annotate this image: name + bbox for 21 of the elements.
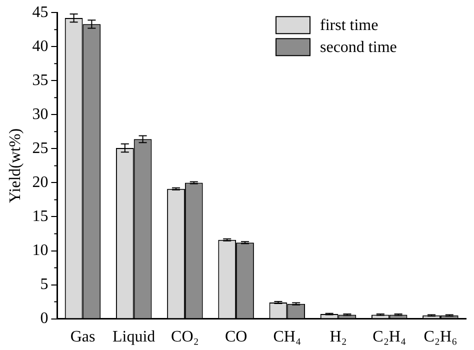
y-tick-label: 35: [32, 72, 48, 89]
y-tick-label: 15: [32, 208, 48, 225]
y-tick-label: 10: [32, 242, 48, 259]
x-tick-label: CH₄: [273, 328, 302, 346]
x-tick-label: CO: [224, 328, 248, 346]
legend-label: first time: [320, 16, 378, 34]
x-tick-label: Liquid: [112, 328, 156, 346]
y-tick-label: 30: [32, 106, 48, 123]
y-tick-label: 45: [32, 4, 48, 21]
y-axis-title: Yield(wt%): [6, 128, 24, 204]
y-tick-label: 20: [32, 174, 48, 191]
x-tick-label: C₂H₆: [424, 328, 458, 346]
x-tick-label: Gas: [70, 328, 96, 346]
x-tick-label: CO₂: [171, 328, 199, 346]
x-tick-label: H₂: [330, 328, 347, 346]
x-tick-label: C₂H₄: [372, 328, 406, 346]
y-tick-label: 40: [32, 38, 48, 55]
y-tick-label: 5: [40, 276, 48, 293]
y-tick-label: 0: [40, 310, 48, 328]
y-tick-label: 25: [32, 140, 48, 157]
legend-label: second time: [320, 38, 397, 56]
